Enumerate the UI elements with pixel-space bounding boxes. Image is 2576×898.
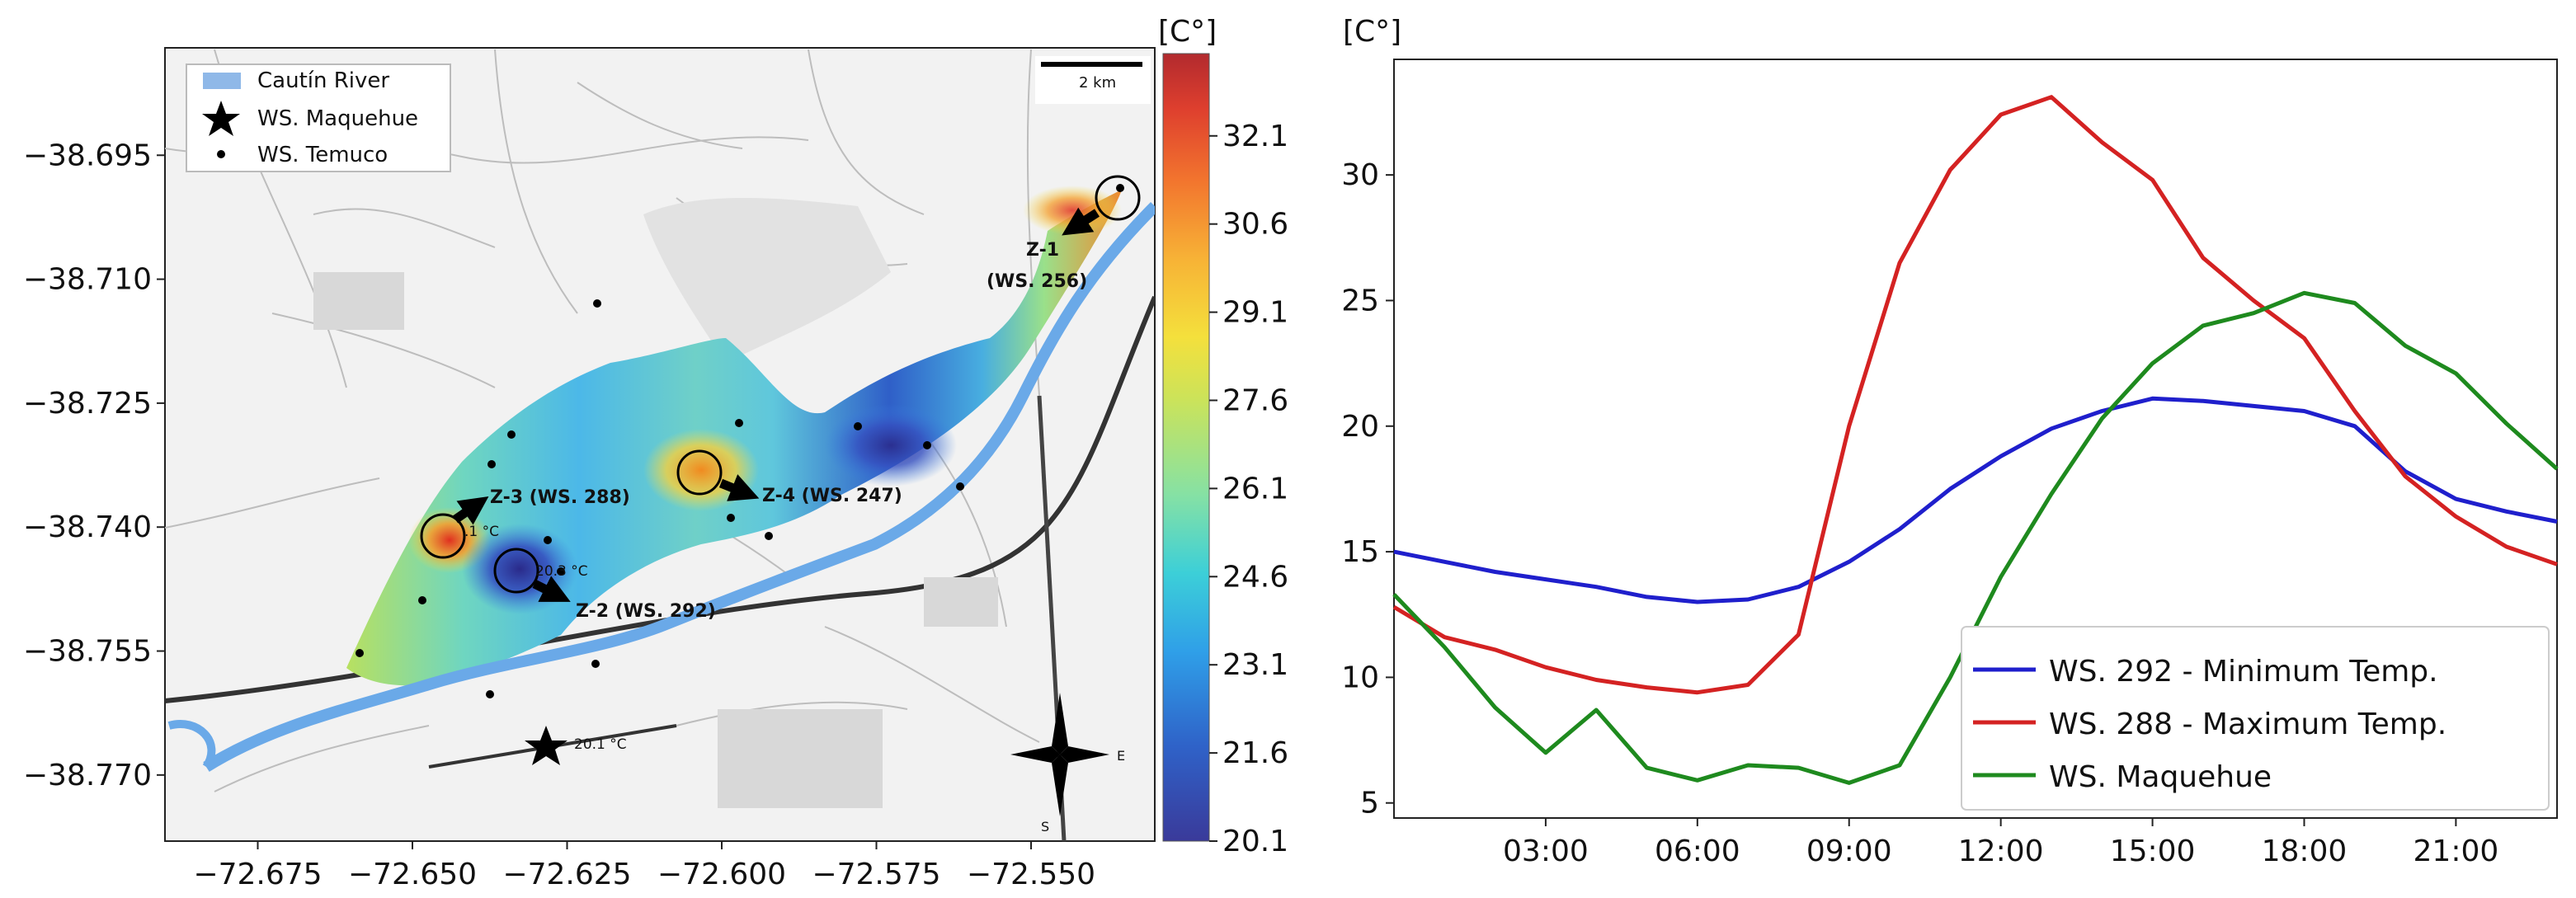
maquehue-star-marker (525, 726, 567, 765)
line-chart-panel: [C°] 5 10 15 20 25 30 03:00 06:00 09:00 12:00 15:… (1341, 15, 2559, 868)
zone-1-label: Z-1 (1026, 240, 1059, 261)
zone-4-label: Z-4 (WS. 247) (762, 486, 902, 506)
colorbar: [C°] 32.1 30.6 29.1 27.6 26.1 24.6 23.1 21.6 20.… (1158, 15, 1288, 858)
line-chart-ylabel: [C°] (1343, 15, 1401, 49)
map-y-tick-label: −38.695 (23, 139, 152, 172)
zone-1-sublabel: (WS. 256) (987, 271, 1087, 292)
zone-markers (420, 175, 1141, 602)
line-x-tick-label: 06:00 (1655, 835, 1740, 868)
line-y-tick-label: 25 (1341, 284, 1379, 317)
colorbar-tick-label: 23.1 (1222, 648, 1288, 682)
colorbar-unit-label: [C°] (1158, 15, 1217, 49)
scale-bar: 2 km (1035, 56, 1151, 104)
series-line-maximum (1392, 95, 2558, 695)
map-x-tick-label: −72.600 (657, 858, 786, 891)
annotation-maquehue-temp: 20.1 °C (574, 736, 627, 753)
map-y-tick-label: −38.770 (23, 759, 152, 792)
hot-spot-z1 (1023, 186, 1122, 235)
legend-maquehue-label: WS. Maquehue (257, 106, 418, 131)
legend-temuco-label: WS. Temuco (257, 143, 388, 167)
colorbar-gradient (1162, 53, 1210, 842)
legend-maximum-label: WS. 288 - Maximum Temp. (2049, 708, 2446, 741)
colorbar-tick-label: 27.6 (1222, 383, 1288, 417)
compass-east-label: E (1117, 748, 1125, 764)
map-legend: Cautín River WS. Maquehue WS. Temuco (186, 63, 451, 172)
line-x-tick-label: 03:00 (1503, 835, 1589, 868)
colorbar-tick-label: 29.1 (1222, 296, 1288, 330)
map-y-axis: −38.695 −38.710 −38.725 −38.740 −38.755 −38.7… (23, 139, 165, 792)
map-basemap (165, 49, 1155, 841)
colorbar-tick-label: 30.6 (1222, 208, 1288, 242)
line-y-tick-label: 15 (1341, 535, 1379, 569)
zone-4-circle (676, 449, 723, 496)
colorbar-tick-label: 24.6 (1222, 560, 1288, 594)
compass-rose: E S (1010, 693, 1125, 835)
line-y-axis: 5 10 15 20 25 30 (1341, 158, 1394, 820)
annotation-z2-temp: 20.3 °C (535, 563, 588, 580)
station-dots (356, 184, 1124, 698)
colorbar-tick-label: 26.1 (1222, 472, 1288, 505)
annotation-z3-temp: .1 °C (464, 524, 499, 540)
line-legend: WS. 292 - Minimum Temp. WS. 288 - Maximu… (1961, 626, 2550, 811)
map-y-tick-label: −38.725 (23, 387, 152, 421)
star-icon (202, 101, 240, 136)
colorbar-ticks: 32.1 30.6 29.1 27.6 26.1 24.6 23.1 21.6 20.1 (1209, 120, 1288, 858)
line-x-tick-label: 18:00 (2262, 835, 2348, 868)
map-x-tick-label: −72.575 (812, 858, 940, 891)
line-x-tick-label: 12:00 (1958, 835, 2044, 868)
colorbar-tick-label: 20.1 (1222, 825, 1288, 858)
zone-3-label: Z-3 (WS. 288) (490, 487, 630, 508)
map-y-tick-label: −38.710 (23, 263, 152, 297)
map-x-tick-label: −72.550 (967, 858, 1095, 891)
map-x-tick-label: −72.625 (502, 858, 631, 891)
zone-2-circle (493, 548, 539, 594)
map-y-tick-label: −38.755 (23, 635, 152, 669)
map-y-tick-label: −38.740 (23, 510, 152, 544)
series-line-minimum (1393, 396, 2558, 604)
warm-spot-z4 (643, 429, 759, 511)
scale-bar-label: 2 km (1079, 74, 1116, 92)
line-y-tick-label: 10 (1341, 661, 1379, 694)
line-y-tick-label: 5 (1360, 787, 1379, 820)
zone-3-circle (420, 513, 466, 559)
line-x-tick-label: 21:00 (2414, 835, 2499, 868)
map-x-tick-label: −72.650 (348, 858, 477, 891)
zone-1-circle (1095, 175, 1141, 221)
line-y-tick-label: 30 (1341, 158, 1379, 192)
zone-2-label: Z-2 (WS. 292) (576, 601, 716, 622)
legend-maquehue-label: WS. Maquehue (2049, 760, 2272, 794)
river-legend-swatch (203, 73, 241, 89)
map-panel: Cautín River WS. Maquehue WS. Temuco 2 k… (23, 47, 1156, 891)
compass-south-label: S (1041, 819, 1049, 835)
zone-labels: Z-1 (WS. 256) Z-2 (WS. 292) Z-3 (WS. 288… (464, 240, 1087, 765)
legend-minimum-label: WS. 292 - Minimum Temp. (2049, 655, 2438, 689)
line-x-tick-label: 15:00 (2110, 835, 2196, 868)
colorbar-tick-label: 21.6 (1222, 736, 1288, 770)
line-x-axis: 03:00 06:00 09:00 12:00 15:00 18:00 21:00 (1503, 818, 2498, 868)
cautin-river (203, 202, 1155, 772)
map-x-tick-label: −72.675 (193, 858, 322, 891)
legend-river-label: Cautín River (257, 68, 389, 93)
map-x-axis: −72.675 −72.650 −72.625 −72.600 −72.575 −72.5… (193, 841, 1095, 891)
colorbar-tick-label: 32.1 (1222, 120, 1288, 153)
line-y-tick-label: 20 (1341, 410, 1379, 444)
dot-icon (217, 150, 225, 158)
line-x-tick-label: 09:00 (1806, 835, 1892, 868)
